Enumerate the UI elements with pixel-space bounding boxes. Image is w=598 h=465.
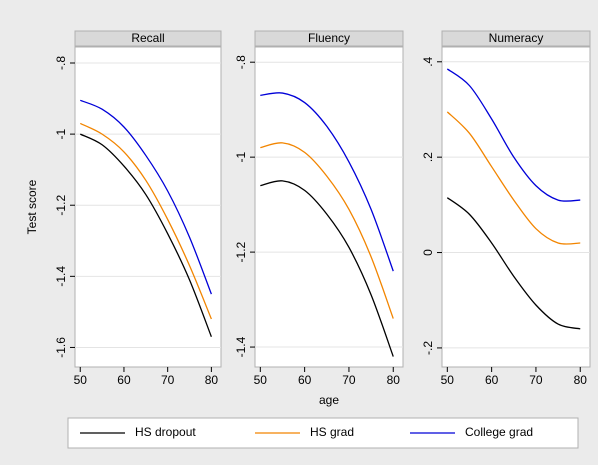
y-tick-label: -1.4 [234, 336, 248, 357]
legend-label: College grad [465, 425, 533, 439]
x-axis-label: age [319, 393, 339, 407]
line-series [260, 92, 394, 272]
y-tick-label: 0 [421, 249, 435, 256]
y-tick-label: -1.2 [54, 195, 68, 216]
y-tick-label: -.8 [54, 56, 68, 70]
x-tick-label: 50 [254, 373, 268, 387]
y-tick-label: -1 [54, 128, 68, 139]
y-tick-label: -1.4 [54, 266, 68, 287]
x-tick-label: 80 [205, 373, 219, 387]
line-series [446, 197, 581, 330]
y-tick-label: -1 [234, 151, 248, 162]
x-tick-label: 80 [387, 373, 401, 387]
y-tick-label: .4 [421, 56, 435, 66]
x-tick-label: 80 [574, 373, 588, 387]
y-tick-label: .2 [421, 152, 435, 162]
panel-strip [254, 30, 404, 47]
panel-title: Recall [131, 31, 164, 45]
line-series [79, 133, 212, 338]
line-series [260, 142, 394, 319]
x-tick-label: 70 [529, 373, 543, 387]
x-tick-label: 50 [441, 373, 455, 387]
plot-area [74, 46, 222, 368]
x-tick-label: 50 [74, 373, 88, 387]
x-tick-label: 70 [161, 373, 175, 387]
panel-title: Numeracy [489, 31, 544, 45]
line-series [79, 122, 212, 320]
legend-label: HS grad [310, 425, 354, 439]
y-axis-label: Test score [25, 179, 39, 234]
line-series [446, 68, 581, 202]
x-tick-label: 60 [117, 373, 131, 387]
x-tick-label: 70 [342, 373, 356, 387]
line-series [80, 99, 212, 295]
y-tick-label: -.2 [421, 341, 435, 355]
plot-area [441, 46, 591, 368]
legend-box [67, 417, 579, 449]
y-tick-label: -.8 [234, 55, 248, 69]
legend-label: HS dropout [135, 425, 196, 439]
line-series [446, 111, 581, 245]
x-tick-label: 60 [298, 373, 312, 387]
panel-strip [441, 30, 591, 47]
panel-strip [74, 30, 222, 47]
y-tick-label: -1.2 [234, 241, 248, 262]
panel-title: Fluency [308, 31, 350, 45]
line-series [260, 180, 394, 357]
y-tick-label: -1.6 [54, 337, 68, 358]
x-tick-label: 60 [485, 373, 499, 387]
